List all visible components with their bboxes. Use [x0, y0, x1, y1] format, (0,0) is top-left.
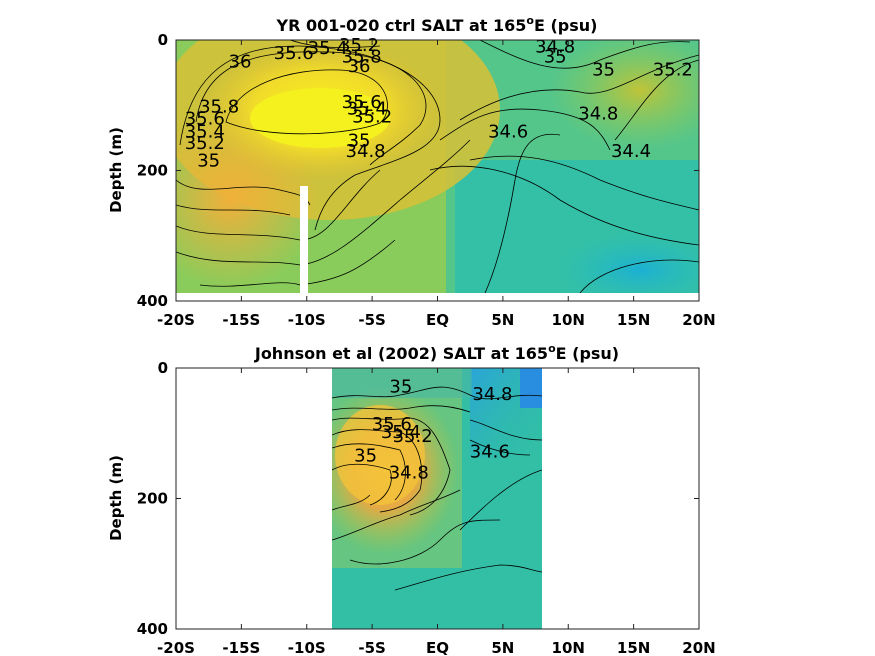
x-tick-label: -20S	[157, 639, 195, 656]
contour-label: 34.8	[535, 37, 575, 58]
axis-ticks-bottom: -20S -15S -10S -5S EQ 5N 10N 15N 20N 0 200 400	[137, 359, 716, 656]
y-tick-label: 400	[137, 292, 168, 310]
x-tick-label: 20N	[682, 639, 715, 656]
contour-label: 35	[389, 376, 412, 397]
contour-label: 35.6	[342, 92, 382, 113]
x-tick-label: -10S	[288, 639, 326, 656]
contour-lines-bottom	[332, 386, 542, 591]
panel-bottom: 35 34.8 35.635.435.2 34.6 35 34.8 -20S -15S -10…	[107, 342, 716, 656]
contour-label: 34.8	[472, 384, 512, 405]
contour-label: 34.8	[346, 141, 386, 162]
x-tick-label: 10N	[552, 311, 585, 329]
salinity-field-top	[176, 40, 699, 293]
x-tick-label: 5N	[491, 311, 514, 329]
x-tick-label: 20N	[682, 311, 715, 329]
contour-label: 34.6	[470, 442, 510, 463]
contour-label: 36	[229, 52, 252, 73]
salinity-field-bottom	[332, 368, 542, 629]
x-tick-label: 15N	[617, 639, 650, 656]
contour-label: 35.4	[185, 121, 225, 142]
x-tick-label: 10N	[552, 639, 585, 656]
x-tick-label: 5N	[491, 639, 514, 656]
contour-label: 34.8	[578, 104, 618, 125]
y-tick-label: 0	[158, 31, 168, 49]
y-tick-label: 400	[137, 620, 168, 638]
x-tick-label: 15N	[617, 311, 650, 329]
contour-label: 35.2	[393, 426, 433, 447]
contour-lines-top	[176, 40, 699, 293]
contour-label: 34.8	[389, 462, 429, 483]
contour-label: 35.2	[185, 133, 225, 154]
x-tick-label: -20S	[157, 311, 195, 329]
contour-label: 34.6	[488, 121, 528, 142]
x-tick-label: -10S	[288, 311, 326, 329]
contour-label: 36	[348, 56, 371, 77]
contour-label: 35	[354, 445, 377, 466]
contour-label: 35.4	[308, 38, 348, 59]
x-tick-label: -15S	[222, 639, 260, 656]
chart-title-top: YR 001-020 ctrl SALT at 165oE (psu)	[276, 14, 598, 35]
contour-label: 35	[592, 59, 615, 80]
contour-label: 35	[544, 46, 567, 67]
y-tick-label: 0	[158, 359, 168, 377]
contour-label: 35	[197, 151, 220, 172]
contour-label: 35.2	[352, 106, 392, 127]
y-axis-label-bottom: Depth (m)	[107, 455, 125, 541]
contour-label: 35.2	[653, 59, 693, 80]
contour-label: 35.6	[274, 43, 314, 64]
axis-ticks-top: -20S -15S -10S -5S EQ 5N 10N 15N 20N 0 200 400	[137, 31, 716, 329]
contour-label: 35.8	[199, 97, 239, 118]
contour-labels-bottom: 35 34.8 35.635.435.2 34.6 35 34.8	[354, 376, 512, 483]
x-tick-label: EQ	[426, 311, 449, 329]
contour-label: 35.6	[372, 414, 412, 435]
chart-title-bottom: Johnson et al (2002) SALT at 165oE (psu)	[254, 342, 619, 363]
contour-label: 35.6	[185, 108, 225, 129]
y-tick-label: 200	[137, 162, 168, 180]
contour-label: 35.4	[347, 99, 387, 120]
contour-label: 35	[348, 130, 371, 151]
x-tick-label: -15S	[222, 311, 260, 329]
x-tick-label: -5S	[358, 639, 385, 656]
x-tick-label: -5S	[358, 311, 385, 329]
y-tick-label: 200	[137, 490, 168, 508]
missing-data-column	[300, 186, 308, 293]
contour-label: 34.4	[611, 141, 651, 162]
contour-label: 35.8	[342, 46, 382, 67]
y-axis-label-top: Depth (m)	[107, 127, 125, 213]
x-tick-label: EQ	[426, 639, 449, 656]
contour-label: 35.4	[381, 422, 421, 443]
